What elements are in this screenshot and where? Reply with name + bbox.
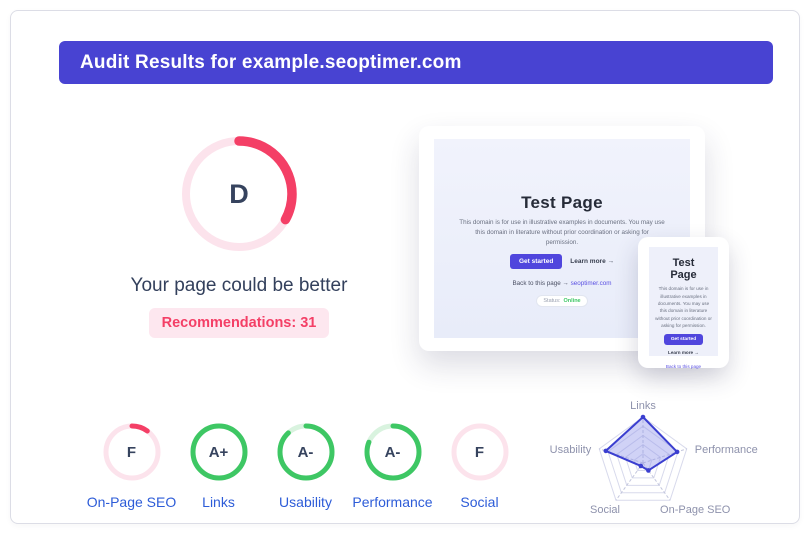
radar-grid-ring xyxy=(616,434,670,486)
score-ring xyxy=(451,423,508,481)
radar-axis-line xyxy=(642,448,687,464)
category-scores-row: F On-Page SEO A+ Links A- Usa xyxy=(86,423,523,510)
mock-page-heading-mobile: Test Page xyxy=(670,257,697,282)
mobile-screen: Test Page This domain is for use in illu… xyxy=(649,247,718,369)
radar-grid-ring xyxy=(598,416,688,501)
radar-data-point xyxy=(646,468,651,473)
recommendations-badge: Recommendations: 31 xyxy=(148,308,330,338)
page-title: Audit Results for example.seoptimer.com xyxy=(80,51,462,73)
mock-back-link-mobile[interactable]: Back to this page xyxy=(665,364,702,370)
score-ring xyxy=(190,423,247,481)
radar-grid-ring xyxy=(633,453,653,471)
gauge-ring xyxy=(181,136,297,252)
radar-axis-line xyxy=(615,462,644,501)
score-label-performance: Performance xyxy=(352,494,433,510)
radar-axis-label: Links xyxy=(630,400,656,412)
audit-results-card: Audit Results for example.seoptimer.com … xyxy=(10,10,800,524)
radar-chart-svg: Links Performance On-Page SEO Social Usabili… xyxy=(550,400,758,516)
radar-data-point xyxy=(674,449,680,455)
radar-grid-ring xyxy=(624,443,662,479)
mock-domain-link[interactable]: seoptimer.com xyxy=(570,280,612,288)
mobile-preview-mockup: Test Page This domain is for use in illu… xyxy=(638,237,729,369)
radar-data-point xyxy=(638,463,644,469)
status-value: Online xyxy=(563,298,581,305)
mock-learn-more-link-mobile[interactable]: Learn more → xyxy=(668,350,699,356)
score-grade: F xyxy=(474,443,485,461)
radar-axis-label: On-Page SEO xyxy=(660,504,731,516)
mock-page-body-mobile: This domain is for use in illustrative e… xyxy=(655,286,712,328)
radar-data-polygon xyxy=(604,416,679,472)
score-ring xyxy=(277,423,334,481)
score-label-social: Social xyxy=(460,494,499,510)
mock-back-row[interactable]: Back to this page → seoptimer.com xyxy=(512,280,611,287)
score-grade: A- xyxy=(297,443,314,461)
score-social: F Social xyxy=(436,423,523,510)
radar-data-point xyxy=(640,414,646,420)
arrow-icon: → xyxy=(562,280,569,288)
mock-status-badge: Status: Online xyxy=(536,295,588,308)
score-grade: A+ xyxy=(208,443,229,461)
radar-axis-label: Social xyxy=(590,504,620,516)
mock-back-link[interactable]: Back to this page xyxy=(512,280,561,288)
status-label: Status: xyxy=(543,298,561,305)
overall-grade-letter: D xyxy=(229,178,249,209)
mock-learn-more-link[interactable]: Learn more → xyxy=(570,258,615,266)
score-usability: A- Usability xyxy=(262,423,349,510)
mock-page-heading: Test Page xyxy=(521,193,603,212)
radar-axis-label: Usability xyxy=(550,444,592,456)
header-bar: Audit Results for example.seoptimer.com xyxy=(59,41,773,84)
mock-page-body: This domain is for use in illustrative e… xyxy=(459,219,665,246)
radar-axis-label: Performance xyxy=(695,444,758,456)
score-label-links: Links xyxy=(202,494,235,510)
category-radar-chart: Links Performance On-Page SEO Social Usabili… xyxy=(539,397,769,534)
score-links: A+ Links xyxy=(175,423,262,510)
score-ring xyxy=(103,423,160,481)
score-ring xyxy=(364,423,421,481)
radar-data-point xyxy=(603,448,609,454)
score-performance: A- Performance xyxy=(349,423,436,510)
mock-get-started-button[interactable]: Get started xyxy=(509,254,563,270)
audit-headline: Your page could be better xyxy=(130,275,348,296)
score-label-on-page-seo: On-Page SEO xyxy=(86,494,177,510)
score-grade: F xyxy=(126,443,137,461)
score-label-usability: Usability xyxy=(279,494,332,510)
mock-get-started-button-mobile[interactable]: Get started xyxy=(663,334,704,346)
desktop-screen: Test Page This domain is for use in illu… xyxy=(434,139,690,338)
score-grade: A- xyxy=(384,443,401,461)
score-on-page-seo: F On-Page SEO xyxy=(86,423,177,510)
overall-grade-gauge: D xyxy=(177,132,301,256)
